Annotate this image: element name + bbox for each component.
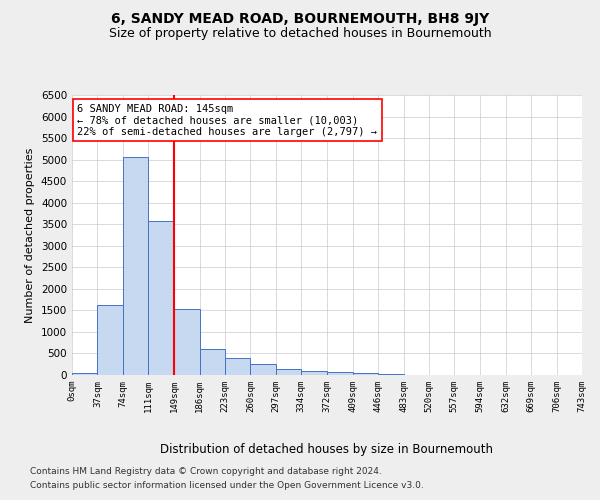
Text: 6 SANDY MEAD ROAD: 145sqm
← 78% of detached houses are smaller (10,003)
22% of s: 6 SANDY MEAD ROAD: 145sqm ← 78% of detac…: [77, 104, 377, 137]
Bar: [225, 358, 250, 375]
Bar: [378, 374, 404, 375]
Bar: [123, 158, 148, 375]
Bar: [72, 373, 97, 375]
Text: 6, SANDY MEAD ROAD, BOURNEMOUTH, BH8 9JY: 6, SANDY MEAD ROAD, BOURNEMOUTH, BH8 9JY: [111, 12, 489, 26]
Bar: [353, 373, 378, 375]
Bar: [328, 372, 353, 375]
Bar: [276, 370, 301, 375]
Bar: [148, 221, 173, 375]
Text: Distribution of detached houses by size in Bournemouth: Distribution of detached houses by size …: [161, 442, 493, 456]
Text: Contains public sector information licensed under the Open Government Licence v3: Contains public sector information licen…: [30, 481, 424, 490]
Text: Size of property relative to detached houses in Bournemouth: Size of property relative to detached ho…: [109, 28, 491, 40]
Bar: [174, 309, 200, 375]
Bar: [200, 349, 225, 375]
Y-axis label: Number of detached properties: Number of detached properties: [25, 148, 35, 322]
Text: Contains HM Land Registry data © Crown copyright and database right 2024.: Contains HM Land Registry data © Crown c…: [30, 468, 382, 476]
Bar: [97, 305, 123, 375]
Bar: [250, 364, 276, 375]
Bar: [301, 370, 326, 375]
